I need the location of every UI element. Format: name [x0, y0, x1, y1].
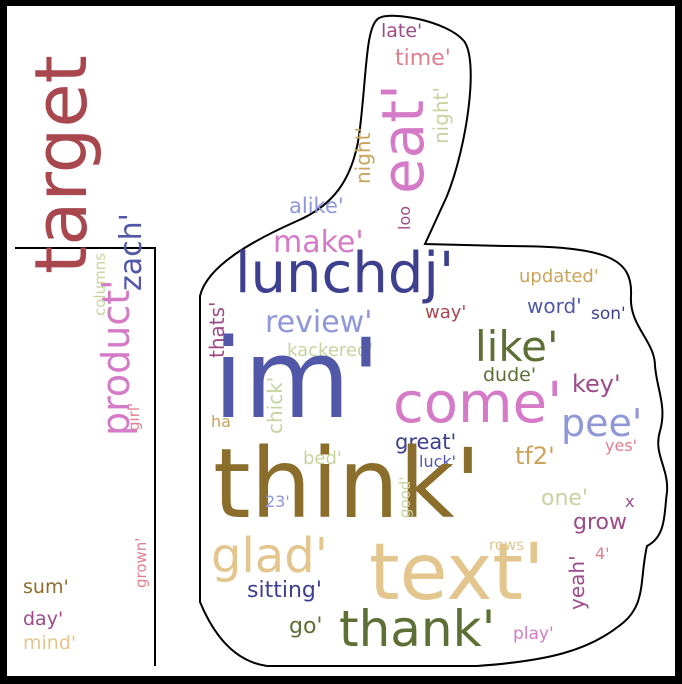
word: dude': [483, 364, 537, 386]
word: review': [265, 305, 373, 340]
word: make': [273, 225, 364, 260]
word: day': [23, 608, 64, 630]
word: come': [393, 371, 563, 436]
word: word': [527, 294, 582, 318]
word: yes': [605, 436, 638, 455]
word: son': [591, 304, 626, 324]
word: target: [19, 55, 103, 274]
word: time': [395, 46, 451, 71]
word: think': [213, 428, 481, 540]
word: im': [213, 315, 381, 443]
word: play': [513, 624, 554, 644]
word: alike': [289, 194, 344, 218]
word: yeah': [565, 555, 589, 610]
word: mind': [23, 632, 77, 654]
word: eat': [369, 84, 437, 194]
cuff-outline: [15, 247, 156, 666]
word: late': [381, 20, 423, 42]
word: glad': [211, 528, 328, 584]
word: grow: [573, 510, 627, 535]
word: chick': [263, 376, 287, 434]
hand-outline: [199, 14, 669, 667]
word: thank': [339, 600, 496, 658]
word: updated': [519, 266, 599, 287]
word: sitting': [247, 578, 322, 603]
word: grown': [132, 537, 150, 588]
word: ha: [211, 412, 231, 431]
word: 4': [595, 544, 610, 563]
thumbs-up-outline: [15, 14, 669, 667]
word: kackered': [287, 340, 374, 361]
word: like': [475, 322, 559, 371]
word: night': [351, 127, 375, 184]
word: girl': [125, 402, 143, 431]
word-cloud-canvas: target product' zach' columns girl' grow…: [7, 6, 675, 676]
word: 23': [265, 492, 290, 511]
word: luck': [419, 452, 457, 471]
word: lunchdj': [235, 241, 455, 306]
word: sum': [23, 576, 69, 598]
word: text': [369, 528, 545, 618]
word: good': [396, 476, 414, 518]
word: way': [425, 302, 467, 323]
word: key': [572, 370, 621, 398]
word: x: [625, 492, 635, 511]
word: columns: [91, 252, 109, 316]
word: great': [395, 430, 457, 454]
word: rows: [489, 536, 525, 554]
word: night': [429, 87, 453, 144]
word: pee': [561, 401, 643, 445]
word: bed': [303, 448, 342, 469]
word: loo: [395, 205, 414, 230]
word: tf2': [515, 442, 555, 470]
word: zach': [114, 213, 149, 291]
word: go': [289, 614, 323, 639]
word: one': [541, 486, 588, 511]
